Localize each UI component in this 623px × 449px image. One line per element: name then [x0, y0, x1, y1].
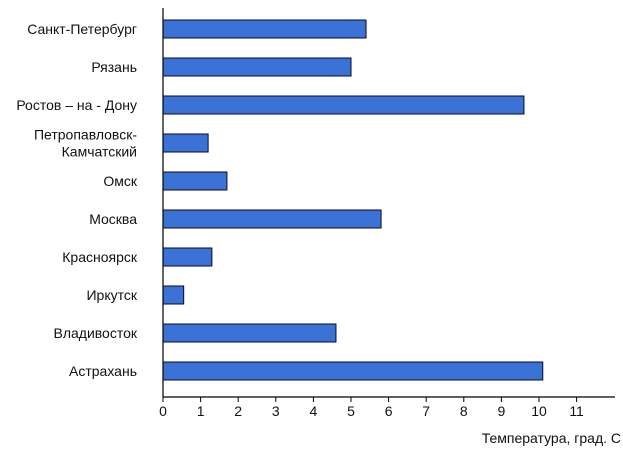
x-tick-label-4: 4	[310, 403, 318, 419]
x-tick-label-2: 2	[234, 403, 242, 419]
bar-8	[162, 323, 337, 343]
category-label-8: Владивосток	[53, 325, 137, 341]
category-label-6: Красноярск	[62, 249, 138, 265]
category-label-line: Рязань	[91, 59, 137, 75]
bar-0	[162, 19, 367, 39]
category-label-line: Камчатский	[62, 144, 137, 160]
bar-6	[162, 247, 213, 267]
bar-3	[162, 133, 209, 153]
bar-9	[162, 361, 544, 381]
bar-7	[162, 285, 185, 305]
x-tick-label-5: 5	[347, 403, 355, 419]
bars-group	[162, 19, 544, 381]
x-tick-label-0: 0	[159, 403, 167, 419]
category-label-line: Красноярск	[62, 249, 138, 265]
x-tick-label-1: 1	[197, 403, 205, 419]
category-label-line: Владивосток	[53, 325, 137, 341]
x-tick-label-11: 11	[569, 403, 584, 419]
x-tick-label-9: 9	[498, 403, 506, 419]
category-label-0: Санкт-Петербург	[27, 21, 137, 37]
category-label-7: Иркутск	[86, 287, 137, 303]
category-label-line: Санкт-Петербург	[27, 21, 137, 37]
x-tick-label-3: 3	[272, 403, 280, 419]
x-tick-label-6: 6	[385, 403, 393, 419]
x-tick-label-7: 7	[422, 403, 430, 419]
category-label-9: Астрахань	[69, 363, 137, 379]
x-tick-label-8: 8	[460, 403, 468, 419]
x-axis-title: Температура, град. С	[482, 430, 621, 446]
category-label-3: Петропавловск-Камчатский	[34, 127, 137, 160]
category-label-2: Ростов – на - Дону	[16, 97, 137, 113]
x-ticks-group: 0 1 2 3 4 5 6 7 8 9 10 11	[159, 397, 584, 419]
category-label-1: Рязань	[91, 59, 137, 75]
category-label-line: Иркутск	[86, 287, 137, 303]
bar-4	[162, 171, 228, 191]
bar-1	[162, 57, 352, 77]
category-label-line: Ростов – на - Дону	[16, 97, 137, 113]
category-label-line: Петропавловск-	[34, 127, 137, 143]
category-label-line: Омск	[103, 173, 138, 189]
category-label-5: Москва	[89, 211, 137, 227]
category-label-line: Астрахань	[69, 363, 137, 379]
bar-2	[162, 95, 525, 115]
bar-5	[162, 209, 382, 229]
category-label-4: Омск	[103, 173, 138, 189]
x-tick-label-10: 10	[531, 403, 547, 419]
category-label-line: Москва	[89, 211, 137, 227]
category-labels-group: Санкт-Петербург Рязань Ростов – на - Дону П…	[16, 21, 138, 379]
